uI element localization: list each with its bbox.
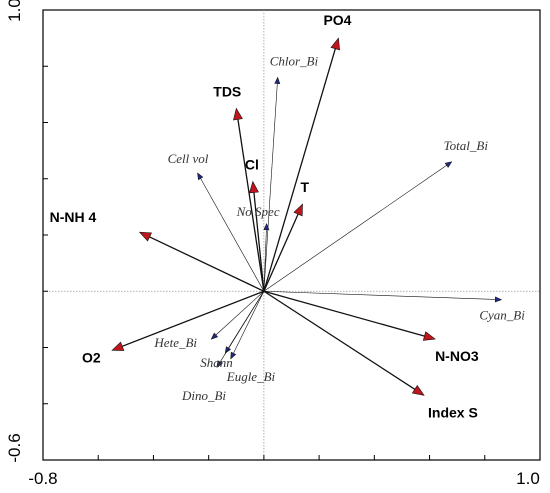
env-label-index-s: Index S xyxy=(428,404,478,420)
env-arrow-n-nh-4-head xyxy=(138,231,152,242)
species-arrow-no-spec xyxy=(263,222,270,292)
env-arrow-tds-shaft xyxy=(237,119,265,292)
y-tick-label-max: 1.0 xyxy=(5,0,24,22)
env-arrow-index-s xyxy=(263,290,425,396)
species-arrow-chlor-bi-head xyxy=(274,76,281,84)
species-arrow-chlor-bi-shaft xyxy=(263,83,278,292)
env-arrow-o2 xyxy=(111,290,265,351)
species-arrow-total-bi-shaft xyxy=(263,165,447,292)
env-arrow-n-no3-head xyxy=(422,331,436,341)
env-arrow-po4 xyxy=(263,37,340,292)
species-arrow-eugle-bi-shaft xyxy=(233,291,265,354)
species-arrow-dino-bi xyxy=(216,291,265,368)
species-arrow-hete-bi xyxy=(210,291,265,340)
env-arrow-o2-head xyxy=(111,341,125,351)
x-tick-label-min: -0.8 xyxy=(28,469,57,488)
species-arrow-total-bi xyxy=(263,161,453,292)
x-tick-label-max: 1.0 xyxy=(516,469,540,488)
species-arrow-total-bi-head xyxy=(444,161,453,168)
env-arrow-n-no3 xyxy=(263,290,436,341)
env-arrow-n-nh-4 xyxy=(138,231,265,292)
env-arrow-index-s-shaft xyxy=(263,290,416,390)
species-arrow-cyan-bi-shaft xyxy=(263,290,496,300)
env-arrow-cl xyxy=(249,180,265,292)
env-arrow-n-no3-shaft xyxy=(263,290,425,337)
species-label-total-bi: Total_Bi xyxy=(444,138,489,153)
species-label-shann: Shann xyxy=(200,355,233,370)
species-arrow-cyan-bi xyxy=(263,290,503,303)
species-label-hete-bi: Hete_Bi xyxy=(153,335,197,350)
species-arrow-cell-vol-head xyxy=(197,172,204,181)
env-arrow-cl-head xyxy=(249,180,259,194)
env-arrow-t-head xyxy=(293,203,303,217)
species-arrow-no-spec-head xyxy=(263,222,270,231)
env-arrow-tds-head xyxy=(233,107,243,121)
species-arrow-cell-vol-shaft xyxy=(200,178,265,292)
species-arrow-cell-vol xyxy=(197,172,265,292)
env-label-cl: Cl xyxy=(245,157,259,173)
species-label-cell-vol: Cell vol xyxy=(168,151,209,166)
species-label-dino-bi: Dino_Bi xyxy=(181,388,226,403)
species-arrow-cyan-bi-head xyxy=(494,296,503,303)
env-label-t: T xyxy=(301,179,310,195)
y-tick-label-min: -0.6 xyxy=(5,433,24,462)
env-arrow-po4-head xyxy=(330,37,340,51)
species-arrow-hete-bi-head xyxy=(210,332,219,340)
env-label-po4: PO4 xyxy=(323,12,351,28)
env-label-tds: TDS xyxy=(213,83,241,99)
env-arrow-po4-shaft xyxy=(263,48,336,292)
species-arrow-dino-bi-shaft xyxy=(219,291,265,363)
plot-frame xyxy=(42,9,541,461)
env-arrow-n-nh-4-shaft xyxy=(149,236,265,292)
env-label-o2: O2 xyxy=(82,349,101,365)
species-label-eugle-bi: Eugle_Bi xyxy=(226,369,276,384)
species-arrow-eugle-bi-head xyxy=(230,351,237,360)
env-arrow-o2-shaft xyxy=(122,290,265,347)
env-arrow-index-s-head xyxy=(411,385,425,396)
species-arrow-chlor-bi xyxy=(263,76,281,292)
env-arrow-cl-shaft xyxy=(253,192,265,292)
env-label-n-no3: N-NO3 xyxy=(435,348,479,364)
env-arrow-t xyxy=(263,203,303,292)
species-arrow-dino-bi-head xyxy=(216,360,223,368)
env-arrow-t-shaft xyxy=(263,213,299,292)
env-label-n-nh-4: N-NH 4 xyxy=(50,209,97,225)
species-label-cyan-bi: Cyan_Bi xyxy=(479,308,525,323)
species-arrow-no-spec-shaft xyxy=(263,229,267,292)
species-label-no-spec: No Spec xyxy=(236,204,280,219)
species-arrow-hete-bi-shaft xyxy=(215,291,265,336)
species-label-chlor-bi: Chlor_Bi xyxy=(270,54,319,69)
env-arrow-tds xyxy=(233,107,265,292)
species-arrow-eugle-bi xyxy=(230,291,265,360)
